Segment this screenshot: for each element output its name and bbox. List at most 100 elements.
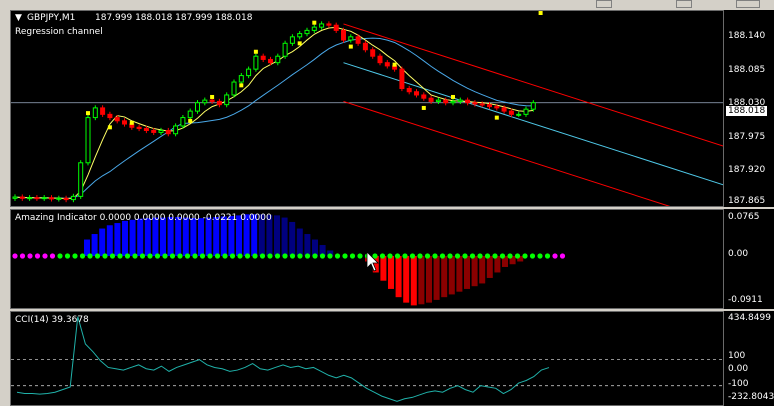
signal-dot xyxy=(192,253,198,259)
signal-dot xyxy=(492,253,498,259)
indicator-bar xyxy=(426,256,432,303)
cci-tick: 100 xyxy=(728,351,746,361)
candle-body xyxy=(311,26,317,31)
signal-dot xyxy=(462,253,468,259)
indicator-bar xyxy=(122,220,128,256)
indicator-bar xyxy=(99,228,106,256)
amazing-indicator-chart[interactable] xyxy=(11,210,724,309)
cci-pane[interactable]: CCI(14) 39.3678 xyxy=(10,311,724,406)
price-chart-pane[interactable]: ▼ GBPJPY,M1 187.999 188.018 187.999 188.… xyxy=(10,10,724,207)
candle-body xyxy=(122,120,127,125)
signal-dot xyxy=(379,253,386,259)
candle-body xyxy=(202,99,208,104)
signal-dot xyxy=(409,253,416,259)
signal-dot xyxy=(252,253,258,259)
signal-dot xyxy=(447,253,453,259)
regression-mid-line xyxy=(343,62,723,186)
candle-body xyxy=(516,113,522,116)
signal-dot xyxy=(372,253,378,259)
signal-dot xyxy=(94,253,101,259)
indicator-bar xyxy=(281,217,288,256)
price-axis[interactable]: 188.140 188.085 188.030 187.975 187.920 … xyxy=(724,10,774,207)
maximize-icon[interactable] xyxy=(676,0,692,8)
indicator-bar xyxy=(84,239,90,256)
channel-lower-line xyxy=(343,100,671,206)
fractal-marker xyxy=(392,62,397,67)
signal-dot xyxy=(162,253,168,259)
cci-axis[interactable]: 434.8499 100 0.00 -100 -232.8043 xyxy=(724,311,774,406)
candle-body xyxy=(377,55,383,64)
candle-body xyxy=(450,100,456,104)
candle-body xyxy=(209,99,215,102)
signal-dot xyxy=(79,253,86,259)
signal-dot xyxy=(439,253,446,259)
candle-body xyxy=(370,49,376,57)
signal-dot xyxy=(184,253,191,259)
candle-body xyxy=(100,107,106,115)
amazing-indicator-axis[interactable]: 0.0765 0.00 -0.0911 xyxy=(724,209,774,309)
signal-dot xyxy=(342,253,348,259)
cci-chart[interactable] xyxy=(11,312,724,406)
signal-dot xyxy=(259,253,266,259)
signal-dot xyxy=(387,253,393,259)
signal-dot xyxy=(334,253,341,259)
current-price-badge: 188.018 xyxy=(726,106,768,116)
indicator-tick: 0.00 xyxy=(728,249,749,259)
signal-dot xyxy=(139,253,146,259)
candle-body xyxy=(114,117,120,122)
signal-dot xyxy=(132,253,138,259)
signal-dot xyxy=(499,253,506,259)
candle-body xyxy=(333,24,339,31)
signal-dot xyxy=(64,253,71,259)
candle-body xyxy=(384,62,390,67)
signal-dot xyxy=(477,253,483,259)
fractal-marker xyxy=(86,111,90,116)
signal-dot xyxy=(154,253,161,259)
signal-dot xyxy=(522,253,528,259)
candle-body xyxy=(195,102,200,112)
indicator-bar xyxy=(479,256,486,284)
signal-dot xyxy=(274,253,281,259)
cci-tick: -100 xyxy=(728,379,749,389)
signal-dot xyxy=(42,253,48,259)
indicator-bar xyxy=(471,256,478,287)
cci-tick: 434.8499 xyxy=(728,313,771,323)
slow-ma-line xyxy=(14,37,534,199)
signal-dot xyxy=(402,253,408,259)
candle-body xyxy=(143,128,149,131)
amazing-indicator-pane[interactable]: Amazing Indicator 0.0000 0.0000 0.0000 -… xyxy=(10,209,724,309)
fractal-marker xyxy=(421,105,426,110)
indicator-name: Regression channel xyxy=(15,27,103,37)
signal-dot xyxy=(177,253,183,259)
indicator-bar xyxy=(266,214,273,256)
indicator-bar xyxy=(144,218,151,256)
price-tick: 187.920 xyxy=(728,165,766,175)
candle-body xyxy=(12,196,18,199)
candle-body xyxy=(414,91,419,96)
candle-body xyxy=(297,33,303,38)
candle-body xyxy=(41,197,47,200)
indicator-bar xyxy=(517,256,524,262)
collapse-arrow-icon[interactable]: ▼ xyxy=(15,13,22,23)
indicator-bar xyxy=(228,215,235,256)
price-tick: 188.030 xyxy=(728,98,766,108)
price-tick: 187.975 xyxy=(728,132,766,142)
indicator-bar xyxy=(502,256,508,267)
signal-dot xyxy=(199,253,206,259)
candle-body xyxy=(479,103,485,106)
signal-dot xyxy=(559,253,566,259)
candle-body xyxy=(180,117,186,127)
candle-body xyxy=(85,117,91,164)
signal-dot xyxy=(304,253,311,259)
candle-body xyxy=(92,107,98,119)
close-icon[interactable] xyxy=(736,0,760,8)
signal-dot xyxy=(267,253,273,259)
minimize-icon[interactable] xyxy=(596,0,612,8)
fractal-marker xyxy=(451,94,455,99)
signal-dot xyxy=(117,253,123,259)
indicator-bar xyxy=(205,217,212,256)
cci-tick: -232.8043 xyxy=(728,392,774,402)
fractal-marker xyxy=(312,20,317,25)
price-chart[interactable] xyxy=(11,11,724,207)
